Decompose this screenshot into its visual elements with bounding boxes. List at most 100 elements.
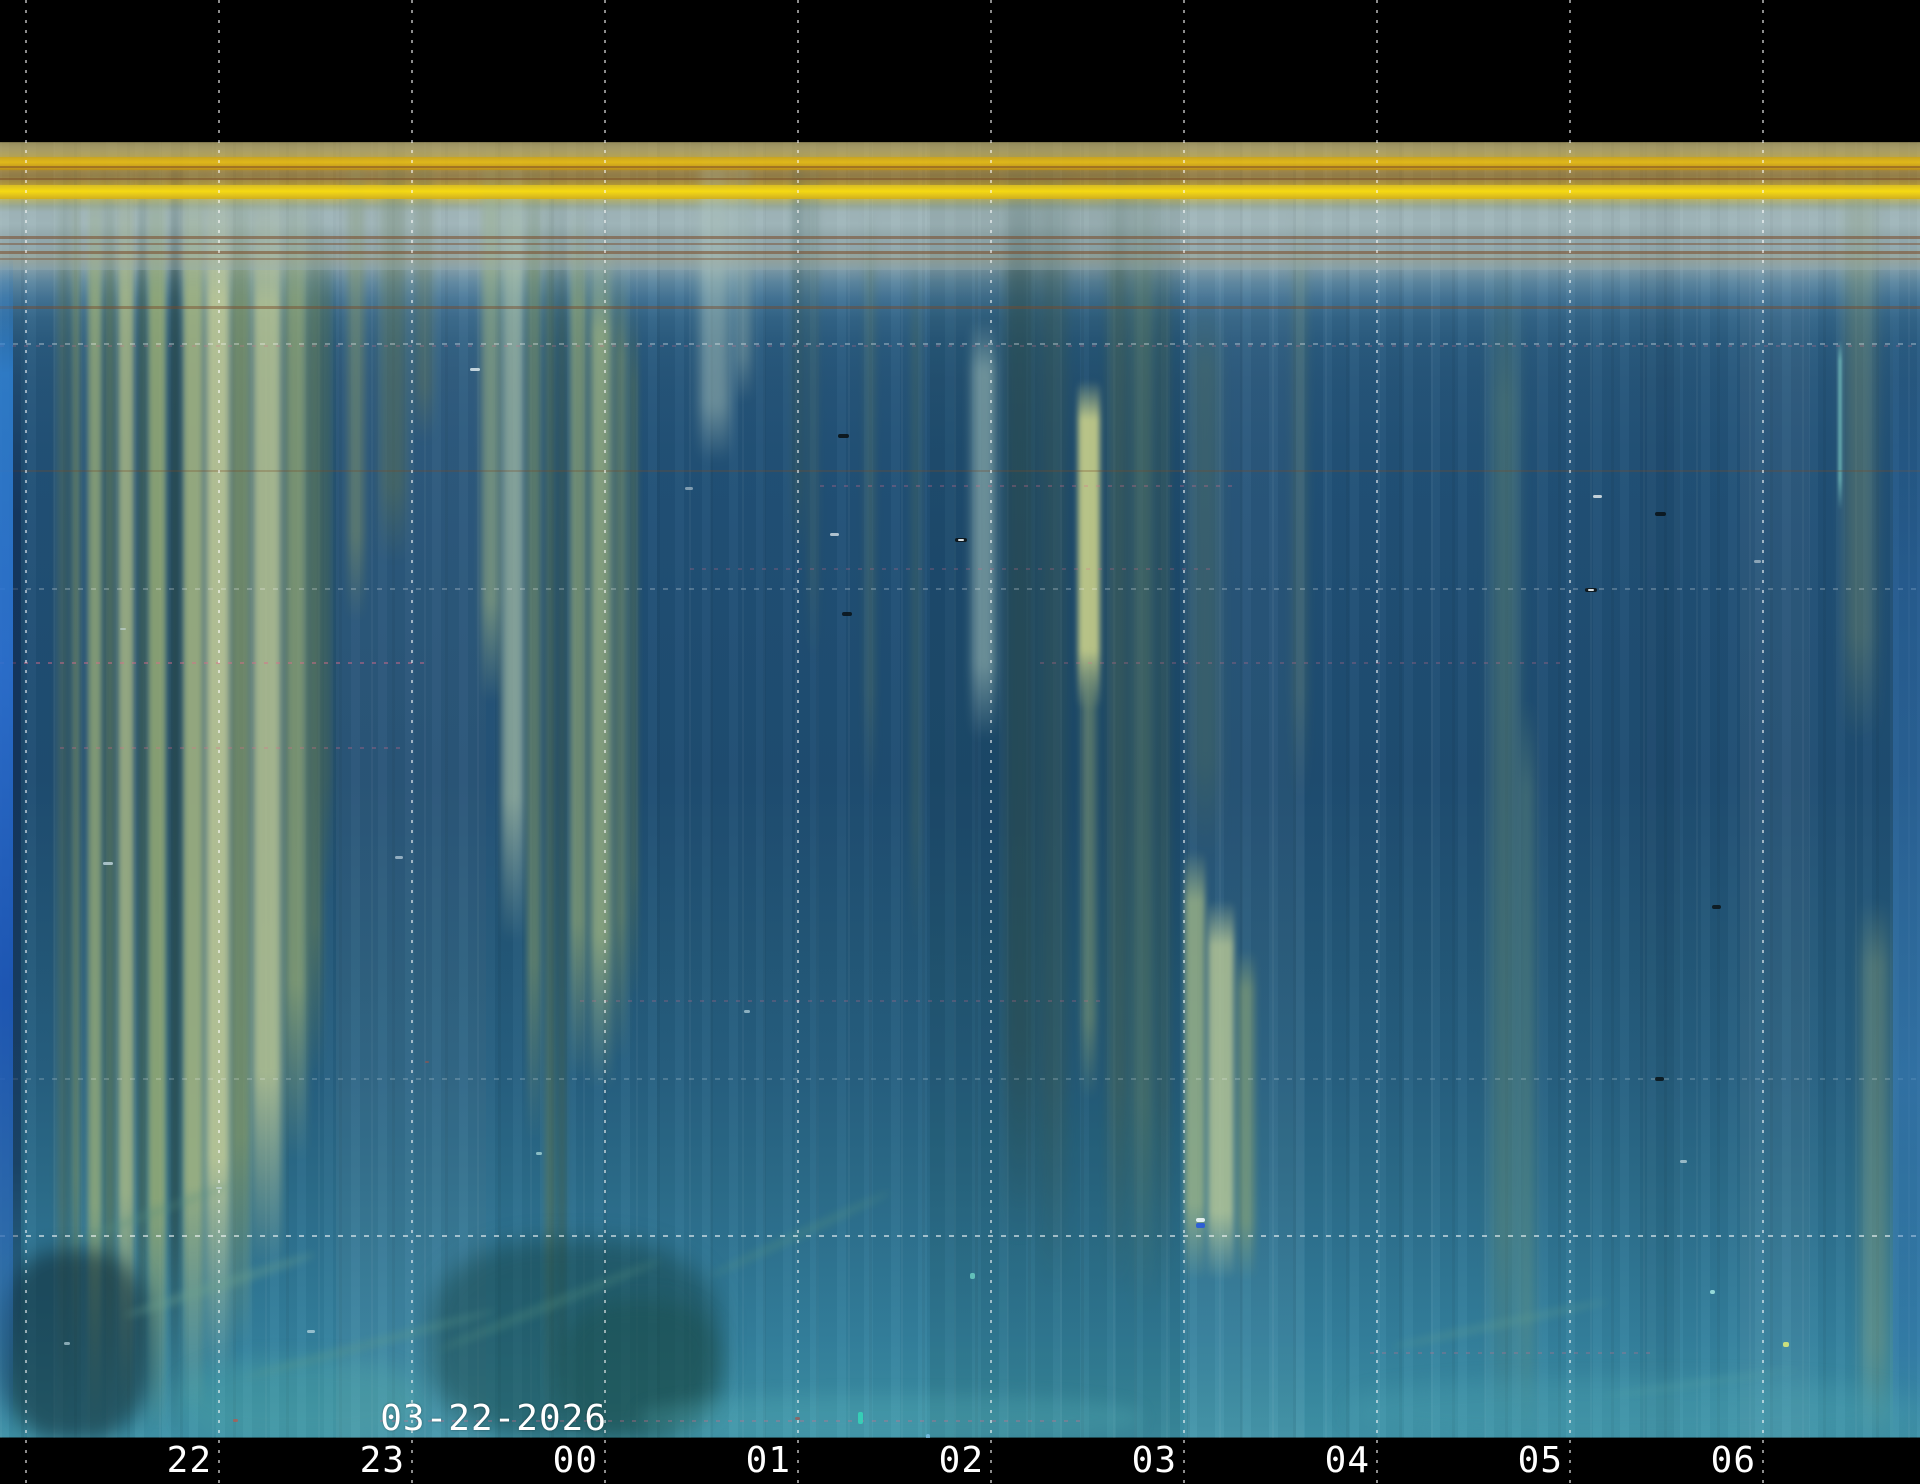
cloud-streak [527,142,541,1142]
sky-speck [1783,1342,1789,1347]
sky-speck [307,1330,315,1333]
sky-speck [536,1152,542,1155]
cloud-streak [1108,142,1128,1292]
pink-dotted-row [690,568,1210,570]
cloud-streak [1040,142,1066,1292]
cloud-streak [558,180,566,1430]
column-band [930,142,1180,1438]
sky-speck [970,1273,975,1279]
cloud-streak [590,230,612,1090]
sky-speck [1680,1160,1687,1163]
horizontal-gridline [0,1235,1920,1237]
horizontal-gridline [0,588,1920,590]
sky-speck [395,856,403,859]
sky-speck [1588,589,1594,591]
cloud-streak [972,320,996,740]
haze-blob [640,1395,1140,1440]
cloud-streak [1185,850,1205,1280]
horizontal-gridline [0,343,1920,345]
cloud-streak [118,142,134,1422]
date-label: 03-22-2026 [380,1398,607,1439]
column-noise-overlay [0,142,1920,1438]
cloud-wisp [123,1249,317,1321]
sky-speck [830,533,839,536]
pink-dotted-row [0,662,430,664]
cloud-streak [1862,900,1888,1440]
sky-speck [842,612,852,616]
haze-blob [1350,1380,1920,1440]
cloud-streak [105,142,115,1438]
cloud-streak [138,142,146,1438]
cloud-streak [322,220,332,900]
sky-speck [120,628,126,630]
cloud-streak [252,170,282,1270]
cloud-streak [545,160,555,1430]
column-band [336,142,486,1438]
cloud-streak [1078,380,1100,710]
cloud-streak [170,142,180,1438]
cloud-streak [232,160,250,1350]
edge-blue-stripe [0,255,13,1438]
sky-speck [64,1342,70,1345]
sky-speck [1655,1077,1664,1081]
cloud-wisp [436,1255,664,1355]
sky-speck [216,1187,222,1189]
edge-blue-stripe [13,300,21,1380]
cloud-streak [58,142,68,1438]
cloud-streak [570,200,586,1080]
cloud-wisp [1391,1297,1609,1351]
cloud-wisp [243,1306,497,1382]
sky-speck [470,368,480,371]
sky-speck [1655,512,1666,516]
pink-dotted-row [820,485,1240,487]
cloud-streak [1158,200,1170,1300]
sky-speck [1593,495,1602,498]
cloud-streak [205,150,231,1380]
sky-speck [958,539,964,541]
cloud-streak [148,142,166,1432]
cloud-streak [308,200,322,1080]
column-band [1740,142,1810,1438]
sky-speck [744,1010,750,1013]
horizon-row-brown [0,470,1920,472]
cloud-wisp [64,1179,236,1249]
sky-speck [858,1412,863,1424]
cloud-streak [1208,900,1234,1280]
pink-dotted-row [60,747,400,749]
sky-speck [103,862,113,865]
sky-speck [1196,1223,1205,1228]
top-black-bar [0,0,1920,142]
cloud-streak [183,142,203,1412]
sky-speck [685,487,693,490]
cloud-wisp [707,1188,893,1280]
horizon-band-khaki [0,142,1920,158]
horizon-band-bluegray [0,199,1920,270]
sky-speck [233,1419,238,1422]
pink-dotted-row [580,1000,1100,1002]
sky-speck [838,434,849,438]
cloud-wisp [1600,1366,1800,1400]
sky-speck [1712,905,1721,909]
cloud-streak [1238,950,1254,1280]
column-band [1640,142,1680,1438]
sky-speck [795,1417,800,1420]
horizon-band-olive-rows [0,170,1920,185]
cloud-streak [1082,650,1096,1100]
cloud-streak [1190,300,1220,860]
sky-speck [425,1061,429,1063]
cloud-streak [1132,160,1154,1310]
horizon-stripe-yellow [0,185,1920,199]
horizon-stripe-orange [0,157,1920,170]
cloud-streak [1294,200,1306,800]
edge-blue-stripe [1893,300,1920,1438]
cloud-streak [1492,260,1518,1440]
cloud-streak [615,260,627,1060]
horizon-row-brown [0,306,1920,309]
cloud-streak [865,200,875,800]
cloud-streak [1838,340,1842,510]
cloud-streak [1005,142,1035,1242]
column-band [1184,142,1304,1438]
sky-speck [1754,560,1761,563]
pink-dotted-row [1370,1352,1650,1354]
